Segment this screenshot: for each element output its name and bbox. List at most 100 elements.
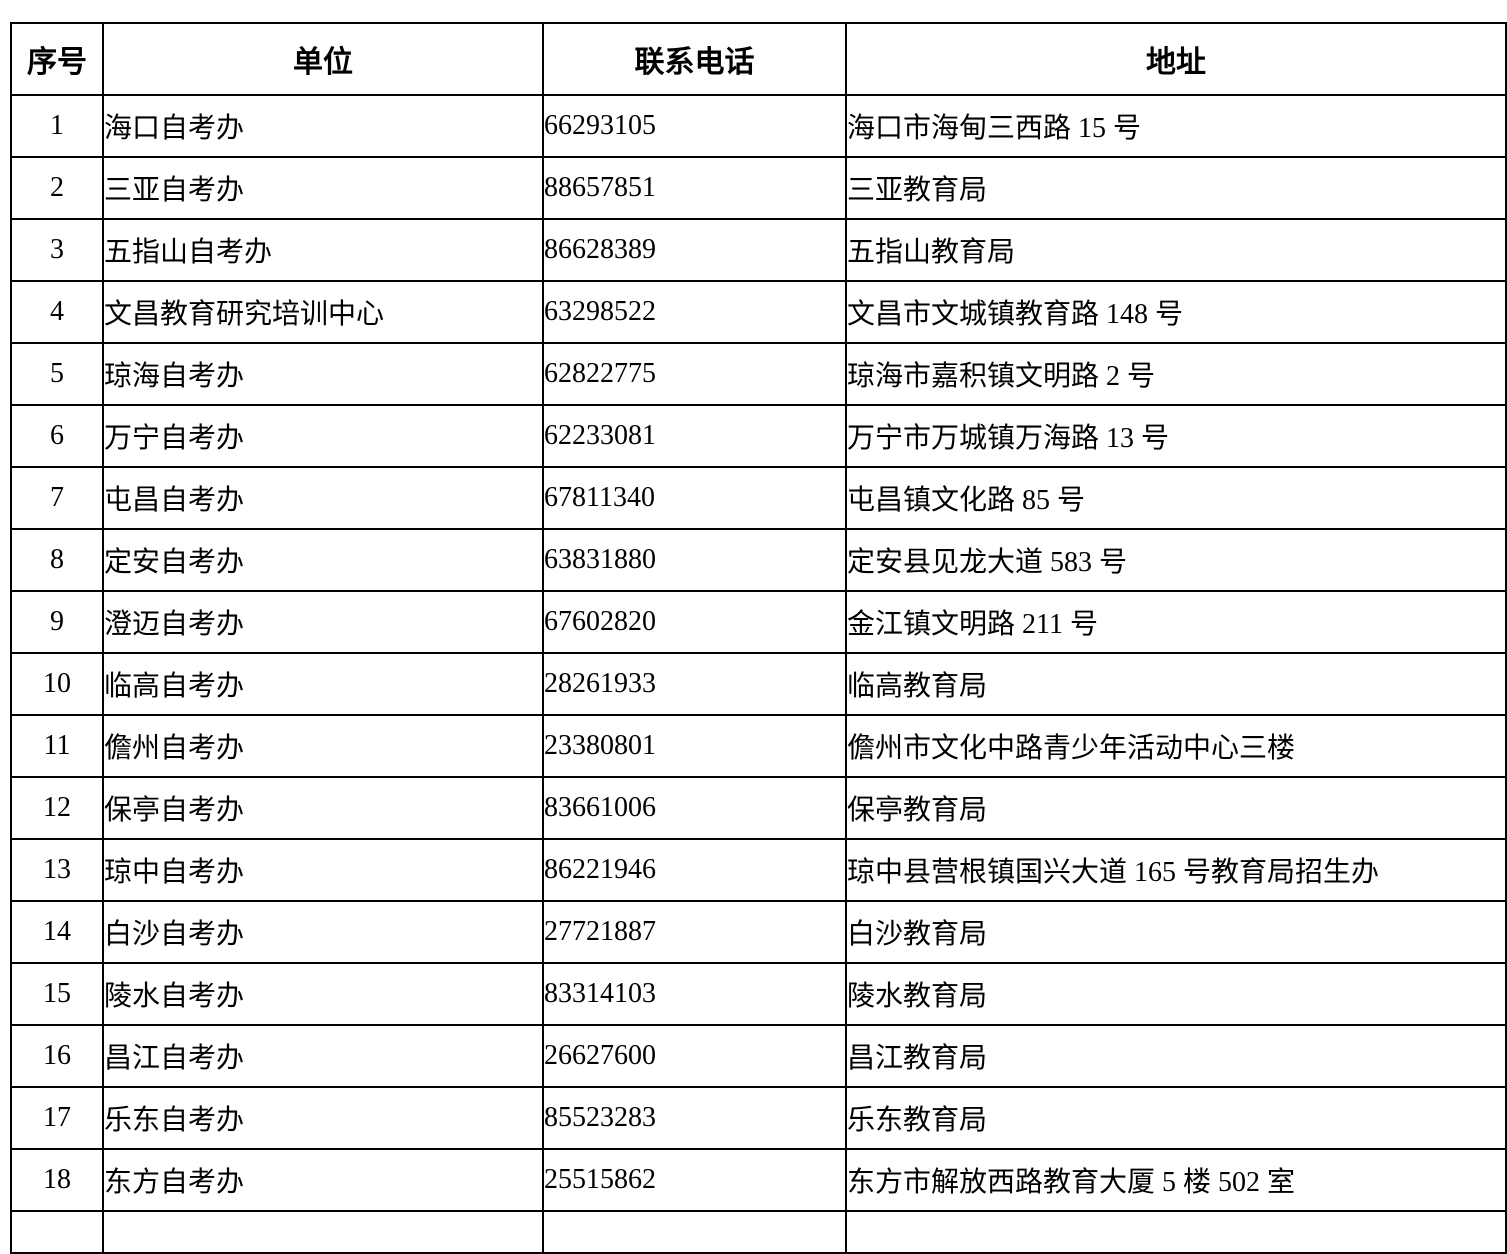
cell-phone: 28261933 — [542, 652, 847, 716]
cell-phone: 66293105 — [542, 94, 847, 158]
cell-phone: 83661006 — [542, 776, 847, 840]
cell-phone: 25515862 — [542, 1148, 847, 1212]
table-row: 13 琼中自考办 86221946 琼中县营根镇国兴大道 165 号教育局招生办 — [10, 838, 1507, 902]
cell-phone: 85523283 — [542, 1086, 847, 1150]
cell-address: 东方市解放西路教育大厦 5 楼 502 室 — [845, 1148, 1507, 1212]
table-row: 3 五指山自考办 86628389 五指山教育局 — [10, 218, 1507, 282]
cell-no: 10 — [10, 652, 104, 716]
table-row: 5 琼海自考办 62822775 琼海市嘉积镇文明路 2 号 — [10, 342, 1507, 406]
cell-unit: 三亚自考办 — [102, 156, 544, 220]
table-row: 17 乐东自考办 85523283 乐东教育局 — [10, 1086, 1507, 1150]
cell-unit: 保亭自考办 — [102, 776, 544, 840]
cell-no: 17 — [10, 1086, 104, 1150]
cell-no: 12 — [10, 776, 104, 840]
cell-unit: 乐东自考办 — [102, 1086, 544, 1150]
cell-phone: 67811340 — [542, 466, 847, 530]
cell-unit: 临高自考办 — [102, 652, 544, 716]
cell-no: 14 — [10, 900, 104, 964]
contact-table: 序号 单位 联系电话 地址 1 海口自考办 66293105 海口市海甸三西路 15 … — [10, 22, 1507, 1254]
cell-unit: 五指山自考办 — [102, 218, 544, 282]
cell-no: 7 — [10, 466, 104, 530]
table-row: 2 三亚自考办 88657851 三亚教育局 — [10, 156, 1507, 220]
partial-cell-address — [845, 1210, 1507, 1254]
cell-unit: 白沙自考办 — [102, 900, 544, 964]
table-row: 15 陵水自考办 83314103 陵水教育局 — [10, 962, 1507, 1026]
cell-no: 11 — [10, 714, 104, 778]
cell-unit: 定安自考办 — [102, 528, 544, 592]
cell-address: 儋州市文化中路青少年活动中心三楼 — [845, 714, 1507, 778]
table-row: 9 澄迈自考办 67602820 金江镇文明路 211 号 — [10, 590, 1507, 654]
table-row: 1 海口自考办 66293105 海口市海甸三西路 15 号 — [10, 94, 1507, 158]
cell-no: 4 — [10, 280, 104, 344]
cell-no: 6 — [10, 404, 104, 468]
col-header-phone: 联系电话 — [542, 22, 847, 96]
cell-address: 昌江教育局 — [845, 1024, 1507, 1088]
cell-unit: 昌江自考办 — [102, 1024, 544, 1088]
cell-unit: 万宁自考办 — [102, 404, 544, 468]
table-body: 1 海口自考办 66293105 海口市海甸三西路 15 号 2 三亚自考办 8865785… — [10, 94, 1507, 1254]
cell-phone: 88657851 — [542, 156, 847, 220]
col-header-address: 地址 — [845, 22, 1507, 96]
table-row: 14 白沙自考办 27721887 白沙教育局 — [10, 900, 1507, 964]
cell-address: 海口市海甸三西路 15 号 — [845, 94, 1507, 158]
cell-phone: 23380801 — [542, 714, 847, 778]
cell-no: 1 — [10, 94, 104, 158]
cell-phone: 83314103 — [542, 962, 847, 1026]
cell-phone: 67602820 — [542, 590, 847, 654]
cell-address: 保亭教育局 — [845, 776, 1507, 840]
table-row: 7 屯昌自考办 67811340 屯昌镇文化路 85 号 — [10, 466, 1507, 530]
cell-no: 2 — [10, 156, 104, 220]
cell-phone: 63298522 — [542, 280, 847, 344]
header-row: 序号 单位 联系电话 地址 — [10, 22, 1507, 96]
cell-unit: 儋州自考办 — [102, 714, 544, 778]
cell-unit: 琼海自考办 — [102, 342, 544, 406]
cell-address: 琼中县营根镇国兴大道 165 号教育局招生办 — [845, 838, 1507, 902]
cell-address: 屯昌镇文化路 85 号 — [845, 466, 1507, 530]
cell-no: 15 — [10, 962, 104, 1026]
cell-address: 五指山教育局 — [845, 218, 1507, 282]
cell-no: 3 — [10, 218, 104, 282]
cell-address: 万宁市万城镇万海路 13 号 — [845, 404, 1507, 468]
cell-unit: 海口自考办 — [102, 94, 544, 158]
partial-row — [10, 1210, 1507, 1254]
cell-unit: 澄迈自考办 — [102, 590, 544, 654]
cell-address: 白沙教育局 — [845, 900, 1507, 964]
col-header-index: 序号 — [10, 22, 104, 96]
cell-no: 8 — [10, 528, 104, 592]
table-row: 6 万宁自考办 62233081 万宁市万城镇万海路 13 号 — [10, 404, 1507, 468]
cell-no: 16 — [10, 1024, 104, 1088]
cell-no: 5 — [10, 342, 104, 406]
cell-no: 13 — [10, 838, 104, 902]
cell-address: 陵水教育局 — [845, 962, 1507, 1026]
cell-unit: 屯昌自考办 — [102, 466, 544, 530]
cell-unit: 陵水自考办 — [102, 962, 544, 1026]
cell-unit: 文昌教育研究培训中心 — [102, 280, 544, 344]
partial-cell-phone — [542, 1210, 847, 1254]
cell-phone: 62822775 — [542, 342, 847, 406]
cell-phone: 86221946 — [542, 838, 847, 902]
cell-no: 9 — [10, 590, 104, 654]
col-header-unit: 单位 — [102, 22, 544, 96]
table-row: 4 文昌教育研究培训中心 63298522 文昌市文城镇教育路 148 号 — [10, 280, 1507, 344]
partial-cell-no — [10, 1210, 104, 1254]
cell-unit: 东方自考办 — [102, 1148, 544, 1212]
cell-phone: 26627600 — [542, 1024, 847, 1088]
cell-phone: 62233081 — [542, 404, 847, 468]
cell-phone: 27721887 — [542, 900, 847, 964]
cell-address: 琼海市嘉积镇文明路 2 号 — [845, 342, 1507, 406]
cell-unit: 琼中自考办 — [102, 838, 544, 902]
table-row: 18 东方自考办 25515862 东方市解放西路教育大厦 5 楼 502 室 — [10, 1148, 1507, 1212]
table-row: 10 临高自考办 28261933 临高教育局 — [10, 652, 1507, 716]
table-row: 11 儋州自考办 23380801 儋州市文化中路青少年活动中心三楼 — [10, 714, 1507, 778]
cell-no: 18 — [10, 1148, 104, 1212]
cell-address: 金江镇文明路 211 号 — [845, 590, 1507, 654]
partial-cell-unit — [102, 1210, 544, 1254]
table-row: 8 定安自考办 63831880 定安县见龙大道 583 号 — [10, 528, 1507, 592]
table-row: 16 昌江自考办 26627600 昌江教育局 — [10, 1024, 1507, 1088]
cell-phone: 63831880 — [542, 528, 847, 592]
cell-address: 乐东教育局 — [845, 1086, 1507, 1150]
table-row: 12 保亭自考办 83661006 保亭教育局 — [10, 776, 1507, 840]
cell-address: 临高教育局 — [845, 652, 1507, 716]
cell-address: 定安县见龙大道 583 号 — [845, 528, 1507, 592]
cell-phone: 86628389 — [542, 218, 847, 282]
